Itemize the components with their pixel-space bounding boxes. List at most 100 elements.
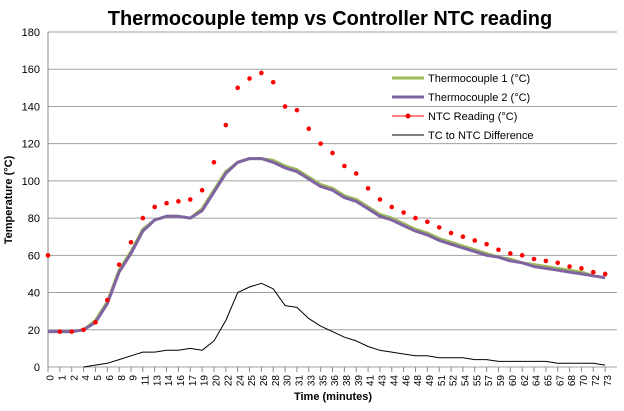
y-tick-label: 180	[22, 27, 40, 39]
ntc-point	[187, 197, 193, 202]
x-tick-label: 1	[57, 375, 68, 381]
legend-swatch	[405, 113, 411, 119]
x-tick-label: 52	[449, 375, 460, 387]
x-tick-label: 72	[591, 375, 602, 387]
ntc-point	[567, 264, 572, 269]
series-line	[48, 157, 606, 334]
x-tick-label: 24	[235, 375, 246, 387]
legend-label: Thermocouple 1 (°C)	[428, 73, 530, 85]
ntc-point	[508, 251, 513, 256]
x-tick-label: 67	[555, 375, 566, 387]
x-tick-label: 2	[69, 375, 80, 381]
x-tick-label: 0	[46, 375, 57, 381]
series-line	[48, 157, 606, 334]
x-tick-label: 9	[129, 375, 140, 381]
y-axis-label: Temperature (°C)	[3, 155, 15, 244]
ntc-point	[365, 186, 371, 191]
ntc-point	[164, 200, 169, 206]
ntc-point	[448, 230, 454, 236]
series-line	[83, 282, 606, 368]
y-tick-label: 100	[22, 176, 40, 188]
ntc-point	[116, 262, 122, 267]
x-tick-label: 6	[105, 375, 116, 381]
legend-label: NTC Reading (°C)	[428, 111, 517, 123]
y-tick-label: 20	[28, 325, 40, 337]
x-tick-label: 62	[520, 375, 531, 387]
ntc-point	[247, 76, 252, 81]
y-tick-label: 40	[28, 288, 40, 300]
ntc-point	[152, 204, 157, 210]
x-tick-label: 43	[378, 375, 389, 387]
ntc-point	[342, 163, 347, 169]
y-tick-label: 0	[34, 362, 40, 374]
ntc-point	[590, 269, 596, 275]
ntc-point	[199, 187, 205, 193]
ntc-point	[140, 215, 146, 221]
x-tick-label: 11	[140, 375, 151, 386]
x-tick-label: 36	[330, 375, 341, 387]
x-tick-label: 13	[152, 375, 163, 387]
ntc-point	[104, 297, 110, 303]
x-tick-label: 55	[472, 375, 483, 387]
x-tick-label: 51	[437, 375, 448, 387]
x-tick-label: 70	[579, 375, 590, 387]
y-tick-label: 140	[22, 101, 40, 113]
x-tick-label: 28	[271, 375, 282, 387]
x-tick-label: 20	[212, 375, 223, 387]
legend-label: TC to NTC Difference	[428, 130, 534, 142]
x-tick-label: 8	[117, 375, 128, 381]
x-tick-label: 68	[567, 375, 578, 387]
x-tick-label: 33	[306, 375, 317, 387]
y-tick-label: 160	[22, 64, 40, 76]
ntc-point	[282, 104, 288, 109]
ntc-point	[270, 79, 276, 85]
ntc-point	[377, 197, 383, 202]
x-tick-label: 31	[295, 375, 306, 387]
ntc-point	[436, 225, 442, 230]
x-tick-label: 59	[496, 375, 507, 387]
x-tick-label: 41	[366, 375, 377, 387]
ntc-point	[496, 247, 501, 253]
ntc-point	[57, 329, 63, 334]
x-tick-label: 17	[188, 375, 199, 387]
ntc-point	[484, 241, 489, 247]
x-tick-label: 57	[484, 375, 495, 387]
x-tick-label: 4	[81, 375, 92, 381]
y-tick-label: 80	[28, 213, 40, 225]
x-tick-label: 60	[508, 375, 519, 387]
legend-box	[388, 62, 588, 146]
x-tick-label: 39	[354, 375, 365, 387]
x-tick-label: 44	[389, 375, 400, 387]
x-tick-label: 26	[259, 375, 270, 387]
ntc-point	[401, 210, 406, 215]
ntc-point	[306, 126, 312, 132]
x-tick-label: 46	[401, 375, 412, 387]
ntc-point	[259, 70, 264, 76]
ntc-point	[45, 253, 51, 258]
ntc-point	[425, 219, 430, 225]
ntc-point	[543, 258, 549, 264]
ntc-point	[472, 238, 478, 243]
x-tick-label: 54	[461, 375, 472, 387]
ntc-point	[555, 260, 561, 266]
chart-title: Thermocouple temp vs Controller NTC read…	[108, 8, 553, 30]
ntc-point	[294, 107, 300, 113]
ntc-point	[223, 122, 229, 128]
x-tick-label: 49	[425, 375, 436, 387]
y-tick-label: 60	[28, 250, 40, 262]
legend-label: Thermocouple 2 (°C)	[428, 92, 530, 104]
x-tick-label: 73	[603, 375, 614, 387]
x-axis-label: Time (minutes)	[294, 391, 372, 403]
ntc-point	[318, 141, 323, 146]
y-tick-label: 120	[22, 139, 40, 151]
ntc-point	[353, 171, 359, 176]
x-tick-label: 22	[223, 375, 234, 387]
x-tick-label: 48	[413, 375, 424, 387]
ntc-point	[579, 266, 584, 271]
x-tick-label: 30	[283, 375, 294, 387]
x-tick-label: 35	[318, 375, 329, 387]
x-tick-label: 19	[200, 375, 211, 387]
ntc-point	[128, 240, 134, 245]
